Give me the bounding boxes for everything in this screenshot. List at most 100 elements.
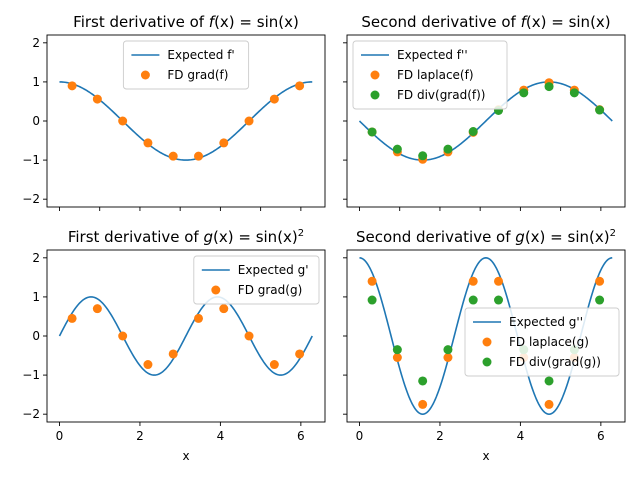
data-point [418,376,428,386]
data-point [244,331,254,341]
subplot-title: First derivative of f(x) = sin(x) [73,13,299,31]
data-point [118,331,128,341]
legend-label: Expected f'' [397,48,468,62]
data-point [443,353,453,362]
data-point [219,304,229,314]
data-point [244,116,254,126]
data-point [143,138,153,148]
series-1 [67,81,305,161]
data-point [392,144,402,154]
data-point [194,313,204,323]
data-point [219,138,229,148]
data-point [569,88,579,98]
legend-label: FD div(grad(g)) [509,355,601,369]
legend-label: FD laplace(g) [509,335,589,349]
y-tick-label: 2 [32,36,40,50]
x-axis-label: x [482,449,489,463]
legend-label: Expected f' [167,48,234,62]
subplot-title: Second derivative of g(x) = sin(x)2 [356,228,616,246]
legend-box [193,255,320,305]
legend-box [352,40,508,110]
subplot-g-second: Second derivative of g(x) = sin(x)20 2 4 6x… [343,228,626,463]
legend: Expected g'' FD laplace(g) FD div(grad(g)) [464,307,620,377]
data-point [194,151,204,161]
data-point [367,127,377,137]
data-point [295,81,305,91]
legend-label: Expected g' [238,263,309,277]
series-1 [367,276,605,409]
data-point [443,144,453,154]
data-point [418,399,428,409]
data-point [595,295,605,305]
y-tick-label: −2 [22,407,40,421]
x-tick-label: 0 [56,429,64,443]
data-point [494,276,504,286]
legend-marker-swatch [370,90,380,100]
legend-label: FD grad(g) [238,283,302,297]
title-function-body: (x) = sin(x) [214,13,299,31]
x-tick-label: 2 [436,429,444,443]
title-prefix: Second derivative of [356,228,515,246]
legend-box [464,307,620,377]
data-point [468,276,478,286]
data-point [468,295,478,305]
data-point [168,151,178,161]
data-point [168,349,178,359]
title-function-name: g [203,228,213,246]
data-point [269,360,279,370]
title-function-name: g [515,228,525,246]
data-point [544,376,554,386]
x-tick-label: 0 [356,429,364,443]
data-point [92,94,102,104]
data-point [367,276,377,286]
data-point [544,399,554,409]
series-1 [67,304,305,370]
title-function-body: (x) = sin(x) [525,228,610,246]
x-tick-label: 6 [297,429,305,443]
legend-marker-swatch [370,70,380,80]
data-point [443,345,453,355]
y-tick-label: 2 [32,251,40,265]
x-tick-label: 4 [517,429,525,443]
y-tick-label: −1 [22,368,40,382]
expected-curve [59,81,313,161]
data-point [595,105,605,115]
title-prefix: Second derivative of [361,13,520,31]
y-tick-label: −2 [22,192,40,206]
data-point [295,349,305,359]
subplot-f-second: Second derivative of f(x) = sin(x) Expect… [343,13,626,211]
legend-marker-swatch [482,337,492,347]
title-function-body: (x) = sin(x) [213,228,298,246]
legend: Expected f'' FD laplace(f) FD div(grad(f)) [352,40,508,110]
data-point [143,360,153,370]
legend-box [122,40,250,90]
data-point [392,345,402,355]
subplot-title: Second derivative of f(x) = sin(x) [361,13,610,31]
legend-label: FD laplace(f) [397,68,474,82]
legend-marker-swatch [140,70,150,80]
y-tick-label: 0 [32,329,40,343]
expected-curve [58,296,313,376]
legend-marker-swatch [482,357,492,367]
x-tick-label: 4 [217,429,225,443]
data-point [367,295,377,305]
data-point [118,116,128,126]
data-point [67,313,77,323]
x-axis-label: x [182,449,189,463]
data-point [519,88,529,98]
subplot-g-first: First derivative of g(x) = sin(x)20 2 4 6−2… [22,228,326,463]
data-point [544,82,554,92]
legend-marker-swatch [211,285,221,295]
legend: Expected g' FD grad(g) [193,255,320,305]
legend-label: Expected g'' [509,315,583,329]
data-point [468,127,478,137]
data-point [67,81,77,91]
data-point [418,151,428,161]
y-tick-label: −1 [22,153,40,167]
title-function-body: (x) = sin(x) [526,13,611,31]
legend: Expected f' FD grad(f) [122,40,250,90]
title-function-name: f [209,13,217,31]
data-point [494,295,504,305]
data-point [392,353,402,362]
